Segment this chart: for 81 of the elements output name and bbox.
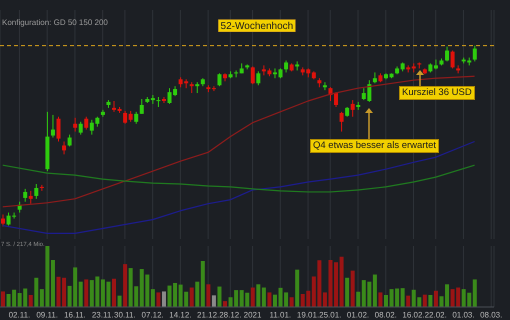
bar [428,294,432,307]
candlestick [134,111,138,124]
bar [162,291,166,307]
bar [350,270,355,307]
x-tick-label: 2021 [244,310,262,320]
bar [28,294,33,307]
bar [406,296,410,307]
x-tick-label: 21.12. [197,310,220,320]
x-tick-label: 07.12. [142,310,164,320]
bar [290,297,294,307]
x-tick-label: 01.03. [452,310,475,320]
bar [223,301,228,307]
x-tick-label: 16.11. [64,310,86,320]
candlestick [50,114,55,138]
candlestick [23,188,28,202]
chart-subtitle: Konfiguration: GD 50 150 200 [2,18,108,27]
x-tick-label: 01.02. [346,310,370,320]
bar [206,284,210,307]
x-tick-label: 11.01. [269,310,292,320]
candlestick [1,214,5,227]
candlestick [62,141,66,155]
candlestick [78,121,83,136]
bar [345,278,350,307]
candlestick [84,116,88,130]
x-tick-label: 08.02. [374,310,397,320]
candlestick [73,117,78,132]
bar [212,295,216,307]
candlestick [56,116,61,142]
x-tick-label: 23.11. [92,310,114,320]
x-tick-label: 16.02. [402,310,425,320]
candlestick [190,82,194,94]
x-tick-label: 08.03. [480,310,502,320]
x-tick-label: 28.12. [219,310,242,320]
bar [412,290,416,307]
candlestick [34,184,38,200]
x-tick-label: 14.12. [169,310,192,320]
bar [434,290,438,307]
candlestick [284,60,288,73]
bar [378,292,382,307]
x-tick-label: 30.11. [114,310,136,320]
candlestick [250,66,255,85]
ref-line-label: 52-Wochenhoch [220,21,294,32]
candlestick [317,78,322,88]
bar [123,264,128,307]
candlestick [68,134,72,147]
x-tick-label: 09.11. [36,310,58,320]
x-tick-label: 02.11. [8,310,30,320]
candlestick [345,106,350,118]
candlestick [445,46,450,62]
annotation: Q4 etwas besser als erwartet [310,139,440,153]
candlestick [156,96,160,108]
bar [417,297,422,307]
candlestick [140,98,144,114]
bar [84,279,88,307]
bar [156,292,160,307]
candlestick [28,190,33,204]
bar [118,296,122,307]
bar [295,270,300,307]
bar [190,288,194,307]
bar [356,292,360,307]
x-tick-label: 19.01. [296,310,320,320]
bar [250,288,255,307]
annotation: Kursziel 36 USD [399,86,475,100]
x-tick-label: 25.01. [319,310,342,320]
bar [1,291,5,307]
bar [217,286,222,307]
candlestick [195,82,200,94]
candlestick [350,100,355,118]
candlestick [295,60,300,71]
candlestick [372,72,377,84]
bar [300,294,305,307]
candlestick [217,72,222,87]
bar [422,294,427,307]
x-tick-label: 22.02. [424,310,447,320]
bar [472,279,477,307]
candlestick [472,45,477,62]
bar [267,292,272,307]
candlestick [340,111,344,132]
bar [112,278,116,307]
candlestick [256,70,260,86]
candlestick [450,50,455,69]
